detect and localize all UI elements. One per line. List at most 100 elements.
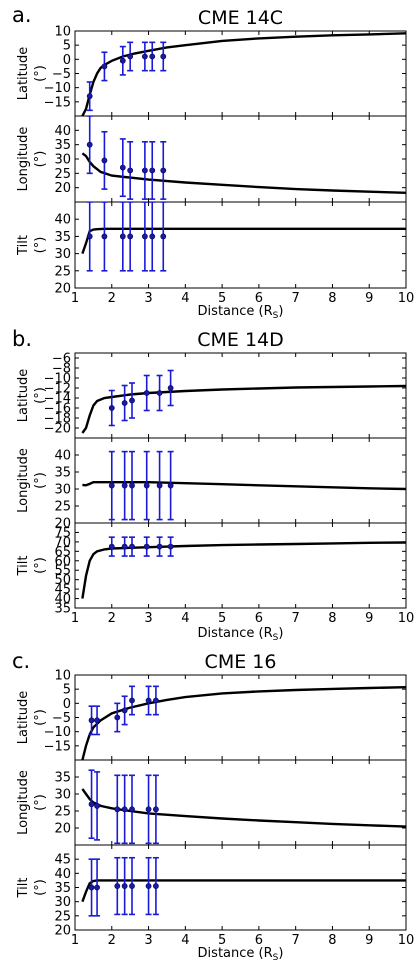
y-axis-label-unit: (°): [33, 151, 48, 168]
data-point: [94, 771, 101, 841]
x-tick-label: 4: [181, 611, 189, 626]
y-tick-label: 40: [54, 867, 71, 882]
y-tick-label: 10: [54, 669, 71, 684]
data-point: [167, 536, 174, 557]
y-tick-label: 30: [54, 247, 71, 262]
marker: [143, 543, 150, 550]
y-axis-label: Latitude (°): [16, 47, 48, 101]
data-point: [114, 702, 121, 733]
y-tick-label: 25: [54, 264, 71, 279]
x-axis-label-close: ): [278, 946, 283, 961]
x-tick-label: 1: [71, 933, 79, 948]
data-point: [121, 695, 128, 726]
y-tick-label: 30: [54, 483, 71, 498]
y-axis-label-name: Latitude: [16, 369, 31, 423]
model-curve: [81, 32, 406, 116]
y-tick-label: 60: [54, 554, 71, 569]
y-tick-label: 45: [54, 583, 71, 598]
panel-letter: b.: [12, 327, 32, 351]
marker: [149, 167, 156, 174]
axes-frame: [74, 201, 407, 289]
y-axis-label-unit: (°): [33, 709, 48, 726]
data-point: [121, 536, 128, 557]
marker: [141, 233, 148, 240]
marker: [143, 390, 150, 396]
chart-title: CME 14D: [197, 329, 284, 351]
data-point: [129, 685, 136, 716]
y-tick-label: 0: [63, 697, 71, 712]
marker: [167, 543, 174, 550]
y-axis-label-unit: (°): [33, 387, 48, 404]
y-tick-label: −6: [52, 352, 71, 367]
data-point: [149, 141, 156, 200]
marker: [145, 806, 152, 813]
data-point: [101, 202, 108, 272]
y-axis-label: Tilt (°): [16, 556, 48, 577]
y-axis-label: Longitude (°): [16, 770, 48, 835]
y-tick-label: 65: [54, 545, 71, 560]
chart-title: CME 16: [205, 651, 277, 673]
x-tick-label: 4: [181, 933, 189, 948]
panel-1: b. CME 14D−6−8−10−12−14−16−18−20Latitude(…: [12, 327, 414, 643]
data-point: [160, 202, 167, 272]
y-tick-label: −15: [44, 739, 71, 754]
data-point: [149, 41, 156, 72]
x-tick-label: 7: [292, 933, 300, 948]
y-tick-label: 50: [54, 573, 71, 588]
y-tick-label: 40: [54, 213, 71, 228]
x-tick-label: 3: [144, 611, 152, 626]
marker: [129, 883, 135, 889]
data-point: [121, 774, 128, 845]
y-axis-label-unit: (°): [33, 879, 48, 896]
y-tick-label: 5: [63, 683, 71, 698]
marker: [86, 233, 93, 240]
marker: [127, 167, 134, 174]
marker: [86, 93, 93, 100]
x-axis-label-text: Distance (R: [198, 626, 273, 641]
y-tick-label: 20: [54, 517, 71, 532]
x-tick-label: 6: [255, 933, 263, 948]
y-axis-label-name: Tilt: [16, 235, 31, 256]
data-point: [127, 202, 134, 272]
marker: [143, 482, 150, 489]
data-point: [129, 856, 136, 916]
data-point: [129, 382, 136, 419]
y-axis-label: Tilt (°): [16, 235, 48, 256]
x-tick-label: 9: [365, 291, 373, 306]
data-point: [145, 856, 152, 916]
data-point: [86, 81, 93, 112]
marker: [149, 233, 156, 240]
marker: [121, 400, 128, 406]
marker: [121, 806, 128, 813]
x-tick-label: 10: [398, 291, 415, 306]
y-tick-label: −10: [44, 372, 71, 387]
data-point: [149, 202, 156, 272]
x-axis-label: Distance (RS): [198, 304, 284, 321]
chart-title: CME 14C: [198, 7, 283, 29]
marker: [129, 806, 135, 813]
data-point: [129, 536, 136, 557]
y-tick-label: 25: [54, 167, 71, 182]
data-point: [119, 202, 126, 272]
data-point: [108, 389, 115, 427]
y-tick-label: 35: [54, 771, 71, 786]
data-point: [121, 856, 128, 916]
data-point: [156, 374, 163, 412]
marker: [145, 697, 152, 704]
marker: [101, 157, 108, 164]
marker: [141, 53, 148, 60]
y-tick-label: −10: [44, 725, 71, 740]
x-tick-label: 10: [398, 611, 415, 626]
data-point: [156, 450, 163, 521]
x-axis-label: Distance (RS): [198, 946, 284, 963]
x-tick-label: 8: [328, 291, 336, 306]
data-point: [127, 41, 134, 72]
data-point: [141, 41, 148, 72]
x-tick-label: 5: [218, 611, 226, 626]
x-tick-label: 10: [398, 933, 415, 948]
data-point: [94, 858, 101, 917]
panel-letter: a.: [12, 3, 32, 27]
y-axis-label-name: Tilt: [16, 556, 31, 577]
